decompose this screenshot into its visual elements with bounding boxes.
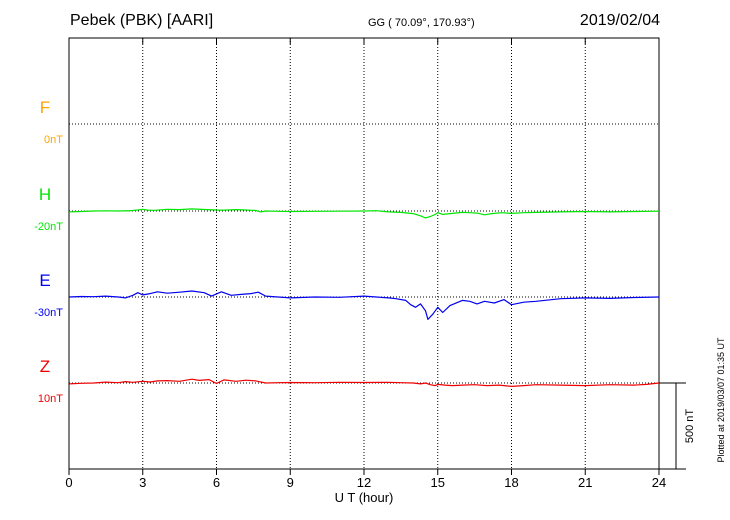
x-tick-label: 15: [431, 475, 445, 490]
channel-labels: F 0nT H -20nT E -30nT Z 10nT: [34, 98, 63, 405]
plotted-note: Plotted at 2019/03/07 01:35 UT: [716, 337, 726, 463]
x-tick-label: 0: [65, 475, 72, 490]
x-tick-label: 18: [504, 475, 518, 490]
channel-label-h: H: [39, 185, 51, 204]
series-line-z: [68, 378, 660, 387]
channel-label-f: F: [40, 98, 50, 117]
date-label: 2019/02/04: [579, 12, 660, 29]
scale-bar-label: 500 nT: [684, 409, 696, 444]
series-line-h: [68, 208, 660, 219]
x-tick-label: 9: [287, 475, 294, 490]
x-tick-label: 6: [213, 475, 220, 490]
x-tick-label: 21: [578, 475, 592, 490]
channel-label-z: Z: [40, 357, 50, 376]
x-axis: 0 3 6 9 12 15 18 21 24: [65, 38, 666, 490]
channel-offset-h: -20nT: [34, 221, 63, 233]
channel-offset-z: 10nT: [38, 393, 63, 405]
channel-offset-f: 0nT: [44, 134, 63, 146]
x-axis-title: U T (hour): [335, 490, 394, 505]
coordinates-label: GG ( 70.09°, 170.93°): [368, 17, 475, 29]
channel-label-e: E: [39, 271, 50, 290]
grid: [69, 38, 659, 469]
station-title: Pebek (PBK) [AARI]: [70, 12, 214, 29]
x-tick-label: 12: [357, 475, 371, 490]
series-group: [68, 208, 660, 387]
x-tick-label: 24: [652, 475, 666, 490]
channel-offset-e: -30nT: [34, 307, 63, 319]
x-tick-label: 3: [139, 475, 146, 490]
series-line-e: [68, 290, 660, 320]
scale-bar: 500 nT: [659, 382, 696, 470]
